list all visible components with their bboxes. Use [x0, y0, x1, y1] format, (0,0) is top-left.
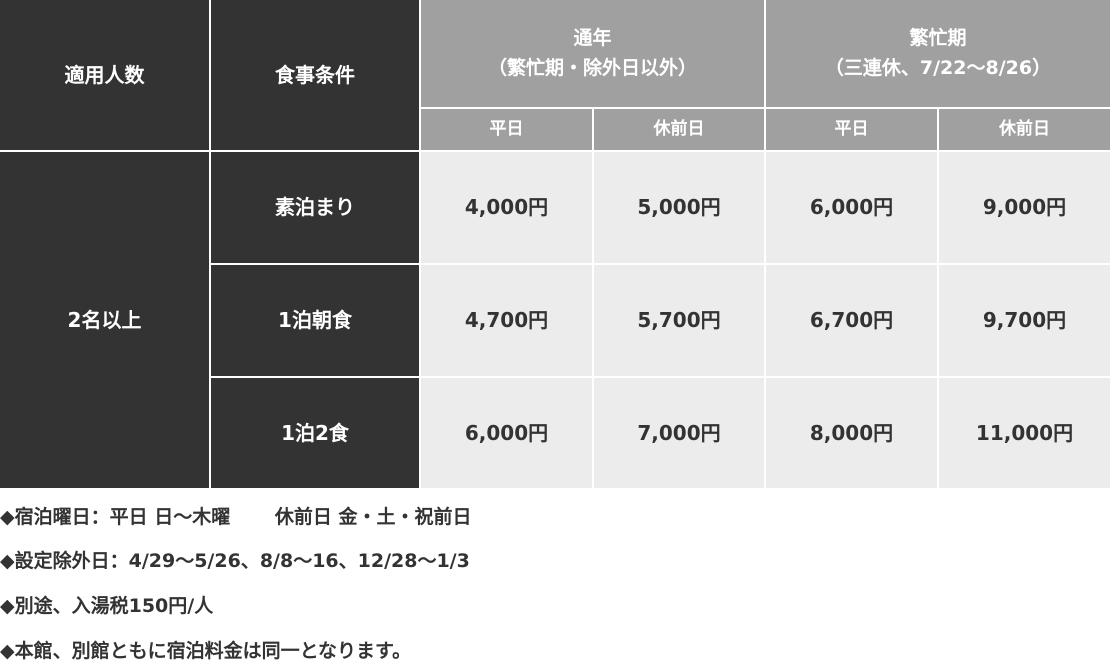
meal-label: 素泊まり [211, 152, 419, 263]
subheader-weekday: 平日 [766, 109, 937, 150]
header-regular-sub: （繁忙期・除外日以外） [487, 56, 697, 79]
note-excluded-dates: ◆設定除外日：4/29〜5/26、8/8〜16、12/28〜1/3 [0, 550, 470, 572]
note-bath-tax: ◆別途、入湯税150円/人 [0, 595, 214, 617]
header-persons: 適用人数 [0, 0, 209, 150]
persons-value: 2名以上 [0, 152, 209, 488]
price-cell: 4,000円 [421, 152, 592, 263]
price-cell: 9,000円 [939, 152, 1110, 263]
header-regular-title: 通年 [573, 27, 612, 50]
price-cell: 6,700円 [766, 265, 937, 376]
price-cell: 9,700円 [939, 265, 1110, 376]
header-regular: 通年 （繁忙期・除外日以外） [421, 0, 764, 107]
subheader-weekday: 平日 [421, 109, 592, 150]
header-busy: 繁忙期 （三連休、7/22〜8/26） [766, 0, 1110, 107]
note-stay-days: ◆宿泊曜日：平日 日〜木曜 休前日 金・土・祝前日 [0, 506, 472, 528]
subheader-holiday-eve: 休前日 [594, 109, 764, 150]
meal-label: 1泊朝食 [211, 265, 419, 376]
header-meal: 食事条件 [211, 0, 419, 150]
price-cell: 6,000円 [766, 152, 937, 263]
price-cell: 5,000円 [594, 152, 764, 263]
price-cell: 4,700円 [421, 265, 592, 376]
price-cell: 6,000円 [421, 378, 592, 488]
header-busy-title: 繁忙期 [909, 27, 967, 50]
note-same-price: ◆本館、別館ともに宿泊料金は同一となります。 [0, 640, 412, 662]
subheader-holiday-eve: 休前日 [939, 109, 1110, 150]
price-cell: 11,000円 [939, 378, 1110, 488]
price-cell: 7,000円 [594, 378, 764, 488]
price-cell: 8,000円 [766, 378, 937, 488]
meal-label: 1泊2食 [211, 378, 419, 488]
header-busy-sub: （三連休、7/22〜8/26） [824, 56, 1052, 79]
price-cell: 5,700円 [594, 265, 764, 376]
